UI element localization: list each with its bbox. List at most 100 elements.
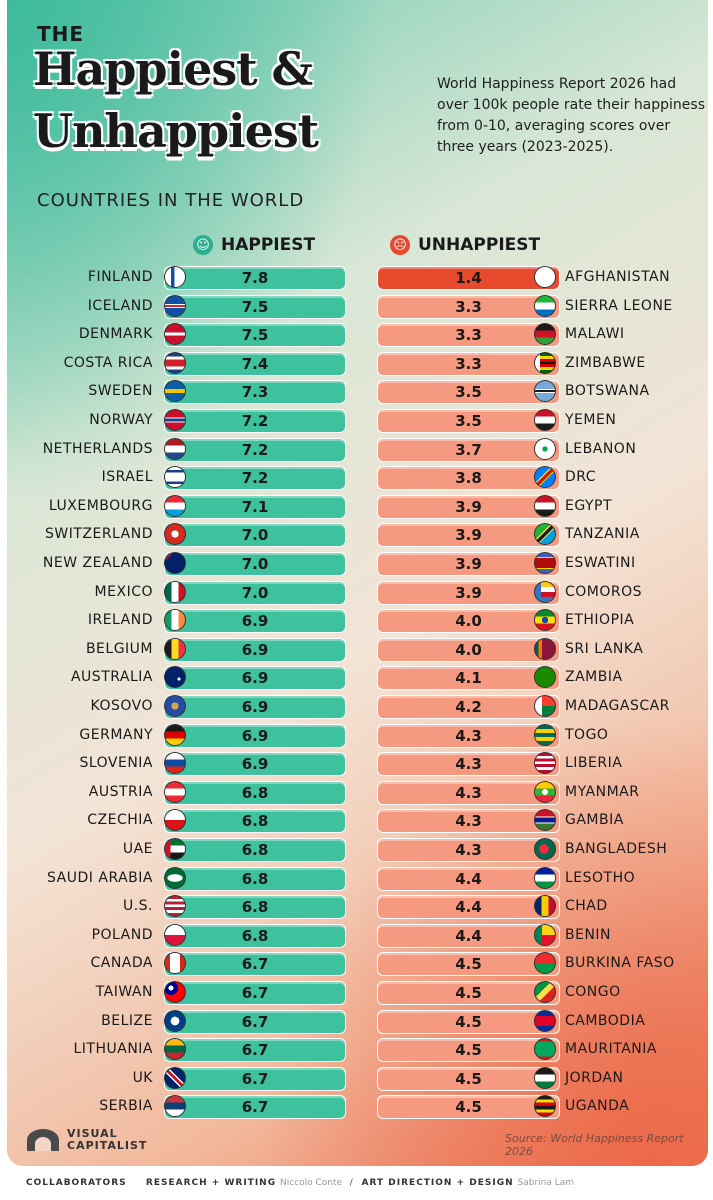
logo-line-1: VISUAL	[67, 1127, 118, 1140]
collaborators-label: COLLABORATORS	[26, 1178, 127, 1188]
title-line-2: Unhappiest	[33, 104, 319, 158]
unhappy-country-name: SIERRA LEONE	[565, 297, 673, 314]
table-row: UK 6.7 4.5 JORDAN	[7, 1064, 708, 1092]
unhappy-country-name: MALAWI	[565, 326, 625, 343]
unhappy-country-flag-icon	[534, 437, 556, 460]
header-unhappiest: ☹ UNHAPPIEST	[390, 234, 540, 256]
table-row: SWEDEN 7.3 3.5 BOTSWANA	[7, 377, 708, 405]
unhappy-country-flag-icon	[534, 1009, 556, 1032]
happy-country-name: UK	[132, 1069, 153, 1086]
happy-country-name: ICELAND	[87, 297, 153, 314]
happy-country-flag-icon	[164, 380, 186, 403]
happy-country-flag-icon	[164, 437, 186, 460]
unhappy-score-bar: 4.5	[377, 1095, 560, 1120]
table-row: TAIWAN 6.7 4.5 CONGO	[7, 978, 708, 1006]
happy-country-flag-icon	[164, 695, 186, 717]
happy-country-flag-icon	[164, 637, 186, 660]
unhappy-country-flag-icon	[534, 351, 556, 374]
unhappy-country-flag-icon	[534, 409, 556, 431]
happy-country-flag-icon	[164, 466, 186, 489]
unhappy-score-bar: 4.3	[377, 780, 560, 805]
happy-country-flag-icon	[164, 523, 186, 546]
happy-score-bar: 6.7	[164, 1009, 346, 1034]
happy-country-name: SWEDEN	[88, 383, 153, 400]
happy-score-bar: 7.4	[164, 351, 346, 376]
unhappy-country-name: CONGO	[565, 984, 621, 1000]
unhappy-country-name: ESWATINI	[565, 555, 636, 571]
happy-score-bar: 6.9	[164, 695, 346, 719]
unhappy-score-bar: 3.9	[377, 552, 560, 576]
happy-country-name: SLOVENIA	[79, 755, 153, 772]
happy-country-name: SWITZERLAND	[44, 526, 153, 543]
unhappy-country-flag-icon	[534, 666, 556, 689]
happy-country-name: AUSTRIA	[88, 783, 153, 800]
unhappy-score-bar: 4.5	[377, 952, 560, 977]
table-row: SAUDI ARABIA 6.8 4.4 LESOTHO	[7, 864, 708, 892]
unhappy-country-name: MAURITANIA	[565, 1041, 657, 1058]
happy-country-flag-icon	[164, 266, 186, 288]
unhappy-country-name: CAMBODIA	[565, 1012, 646, 1029]
unhappy-score-bar: 4.3	[377, 838, 560, 862]
happy-country-name: CANADA	[90, 955, 153, 972]
happy-country-flag-icon	[164, 294, 186, 317]
happy-country-name: NEW ZEALAND	[42, 555, 153, 571]
happy-score-bar: 6.7	[164, 1066, 346, 1091]
unhappy-score-bar: 4.4	[377, 923, 560, 948]
unhappy-score-bar: 4.4	[377, 895, 560, 920]
unhappy-country-name: MADAGASCAR	[565, 698, 670, 714]
unhappy-country-name: DRC	[565, 469, 597, 486]
happy-score-bar: 7.0	[164, 523, 346, 548]
unhappy-country-flag-icon	[534, 1038, 556, 1061]
table-row: CZECHIA 6.8 4.3 GAMBIA	[7, 806, 708, 834]
unhappy-country-flag-icon	[534, 695, 556, 717]
unhappy-country-flag-icon	[534, 866, 556, 889]
table-row: ISRAEL 7.2 3.8 DRC	[7, 463, 708, 491]
description: World Happiness Report 2026 had over 100…	[437, 76, 706, 155]
happy-country-flag-icon	[164, 351, 186, 374]
happy-score-bar: 6.8	[164, 809, 346, 834]
unhappy-score-bar: 1.4	[377, 266, 560, 290]
research-name: Niccolo Conte	[279, 1178, 343, 1188]
happy-country-name: SAUDI ARABIA	[47, 869, 153, 886]
unhappy-country-name: BURKINA FASO	[565, 955, 675, 972]
research-label: RESEARCH + WRITING	[145, 1178, 277, 1188]
table-row: SERBIA 6.7 4.5 UGANDA	[7, 1092, 708, 1120]
unhappy-country-flag-icon	[534, 838, 556, 860]
happy-score-bar: 6.7	[164, 1095, 346, 1120]
unhappy-country-name: GAMBIA	[565, 812, 624, 829]
unhappy-country-name: SRI LANKA	[565, 640, 644, 657]
table-row: NEW ZEALAND 7.0 3.9 ESWATINI	[7, 549, 708, 577]
happy-country-flag-icon	[164, 981, 186, 1003]
unhappy-country-flag-icon	[534, 552, 556, 574]
logo-line-2: CAPITALIST	[67, 1139, 148, 1152]
unhappy-country-flag-icon	[534, 923, 556, 946]
unhappy-country-name: TOGO	[565, 726, 609, 743]
table-row: SWITZERLAND 7.0 3.9 TANZANIA	[7, 520, 708, 548]
unhappy-country-name: UGANDA	[565, 1098, 630, 1115]
happy-score-bar: 7.0	[164, 552, 346, 576]
happy-country-flag-icon	[164, 552, 186, 574]
happy-country-name: GERMANY	[79, 726, 153, 743]
happy-country-flag-icon	[164, 952, 186, 975]
happy-country-flag-icon	[164, 723, 186, 746]
unhappy-score-bar: 3.9	[377, 523, 560, 548]
unhappy-score-bar: 4.5	[377, 1009, 560, 1034]
unhappy-country-name: LESOTHO	[565, 869, 636, 886]
unhappy-country-name: BANGLADESH	[565, 841, 668, 857]
unhappy-country-flag-icon	[534, 523, 556, 546]
happy-country-name: FINLAND	[87, 269, 153, 285]
happy-score-bar: 6.8	[164, 780, 346, 805]
unhappy-country-name: ZIMBABWE	[565, 354, 646, 371]
happy-country-flag-icon	[164, 923, 186, 946]
happy-country-flag-icon	[164, 1038, 186, 1061]
credits-bar: COLLABORATORS RESEARCH + WRITING Niccolo…	[26, 1178, 575, 1188]
header-happiest: ☺ HAPPIEST	[193, 234, 315, 256]
unhappy-score-bar: 3.3	[377, 351, 560, 376]
unhappy-country-flag-icon	[534, 466, 556, 489]
art-label: ART DIRECTION + DESIGN	[361, 1178, 514, 1188]
happy-score-bar: 6.8	[164, 866, 346, 891]
unhappy-country-name: CHAD	[565, 898, 608, 915]
happy-country-flag-icon	[164, 895, 186, 918]
table-row: BELIZE 6.7 4.5 CAMBODIA	[7, 1007, 708, 1035]
unhappy-country-flag-icon	[534, 809, 556, 832]
